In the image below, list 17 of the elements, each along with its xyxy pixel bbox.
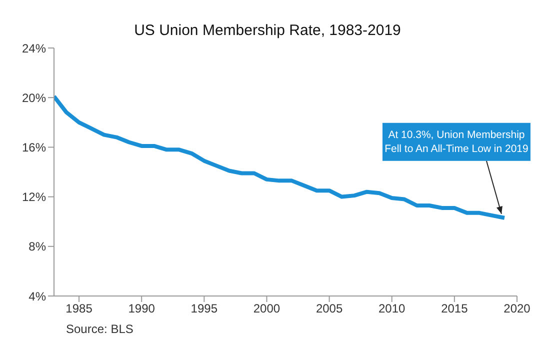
x-tick-label: 2010 [378,302,406,316]
annotation: At 10.3%, Union Membership Fell to An All-Time Low in 2019 [384,128,529,155]
y-tick-label: 12% [22,190,46,204]
x-tick-label: 2005 [316,302,343,316]
source-note: Source: BLS [66,322,134,336]
x-tick-label: 1995 [190,302,218,316]
x-tick-label: 1985 [66,302,93,316]
y-tick-label: 20% [22,90,46,105]
x-tick-label: 2020 [504,302,531,316]
chart-title: US Union Membership Rate, 1983-2019 [133,22,402,39]
y-tick-label: 24% [22,41,46,56]
y-tick-label: 16% [22,140,46,154]
y-tick-label: 8% [28,240,46,254]
x-tick-label: 2000 [253,302,280,316]
x-tick-label: 1990 [128,302,156,316]
x-tick-label: 2015 [441,302,468,316]
y-tick-label: 4% [28,289,46,304]
